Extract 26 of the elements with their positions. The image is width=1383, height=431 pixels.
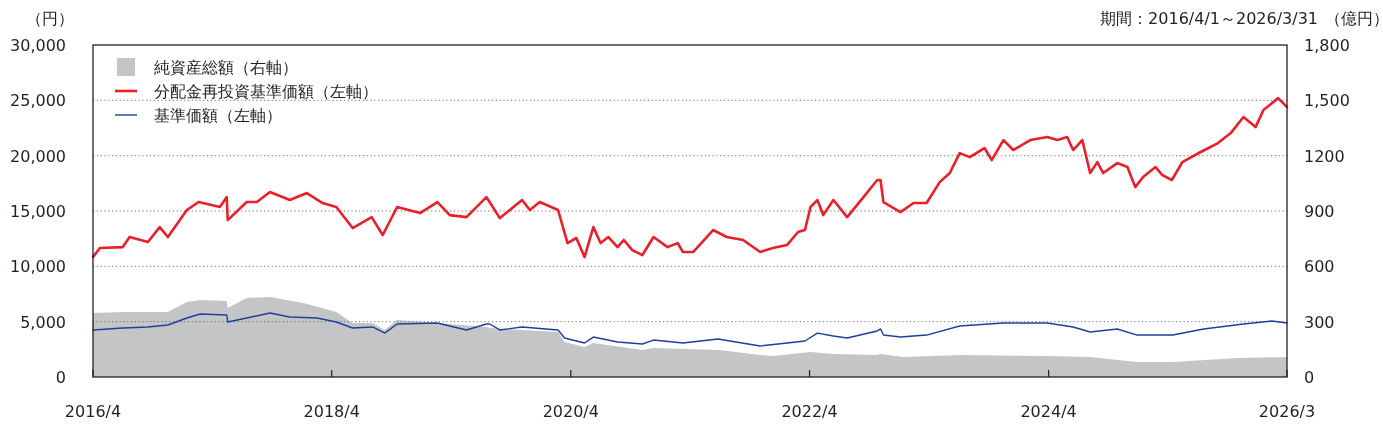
chart-subtitle: 期間：2016/4/1～2026/3/31 <box>1100 9 1318 28</box>
y2-tick-label: 1200 <box>1304 146 1345 166</box>
y-tick-label: 20,000 <box>10 146 66 166</box>
x-tick-label: 2022/4 <box>781 402 838 421</box>
y2-tick-label: 1,800 <box>1304 36 1350 55</box>
legend-label: 基準価額（左軸） <box>154 106 282 125</box>
y-tick-label: 30,000 <box>10 36 66 55</box>
y-axis-title: （円） <box>26 9 74 28</box>
y-tick-label: 25,000 <box>10 91 66 111</box>
y2-tick-label: 600 <box>1304 257 1335 277</box>
y-tick-label: 15,000 <box>10 202 66 221</box>
x-tick-label: 2026/3 <box>1258 402 1316 421</box>
y2-tick-label: 900 <box>1304 202 1335 221</box>
y2-tick-label: 1,500 <box>1304 91 1350 111</box>
x-tick-label: 2024/4 <box>1020 402 1077 421</box>
y-tick-label: 10,000 <box>10 257 66 277</box>
y2-axis-title: （億円） <box>1325 9 1383 28</box>
x-tick-label: 2020/4 <box>542 402 599 421</box>
legend-label: 分配金再投資基準価額（左軸） <box>154 82 378 101</box>
y-tick-label: 0 <box>55 368 66 387</box>
legend-label: 純資産総額（右軸） <box>154 58 298 77</box>
x-tick-label: 2018/4 <box>303 402 360 421</box>
y2-tick-label: 0 <box>1304 368 1315 387</box>
x-tick-label: 2016/4 <box>64 402 122 421</box>
y-tick-label: 5,000 <box>20 312 66 332</box>
y2-tick-label: 300 <box>1304 312 1335 332</box>
